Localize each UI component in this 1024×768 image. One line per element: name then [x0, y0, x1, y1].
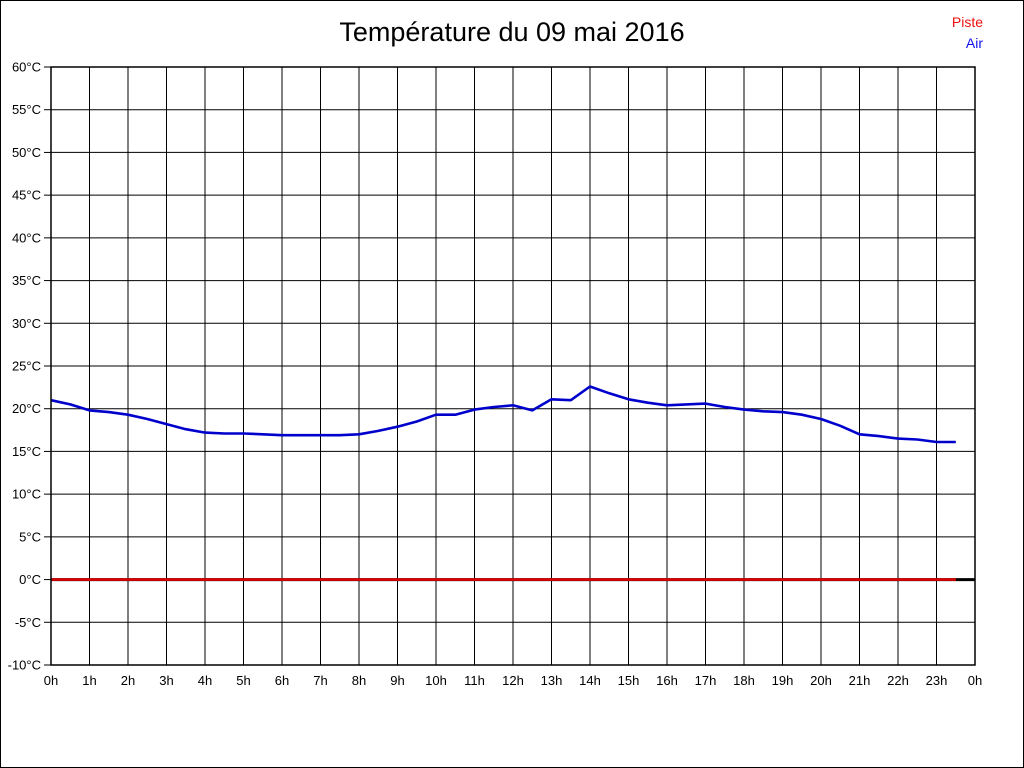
- svg-text:55°C: 55°C: [12, 102, 41, 117]
- svg-text:22h: 22h: [887, 673, 909, 688]
- svg-text:9h: 9h: [390, 673, 404, 688]
- svg-text:21h: 21h: [849, 673, 871, 688]
- svg-text:16h: 16h: [656, 673, 678, 688]
- svg-text:15h: 15h: [618, 673, 640, 688]
- svg-text:25°C: 25°C: [12, 359, 41, 374]
- svg-text:30°C: 30°C: [12, 316, 41, 331]
- svg-text:17h: 17h: [695, 673, 717, 688]
- svg-text:6h: 6h: [275, 673, 289, 688]
- svg-text:-5°C: -5°C: [15, 615, 41, 630]
- svg-text:-10°C: -10°C: [8, 658, 41, 673]
- svg-text:40°C: 40°C: [12, 230, 41, 245]
- svg-text:45°C: 45°C: [12, 188, 41, 203]
- svg-text:60°C: 60°C: [12, 60, 41, 75]
- svg-text:5°C: 5°C: [19, 529, 41, 544]
- svg-text:7h: 7h: [313, 673, 327, 688]
- svg-text:13h: 13h: [541, 673, 563, 688]
- svg-text:4h: 4h: [198, 673, 212, 688]
- svg-text:11h: 11h: [464, 673, 485, 688]
- chart-title: Température du 09 mai 2016: [339, 17, 685, 47]
- svg-text:0h: 0h: [44, 673, 58, 688]
- svg-text:35°C: 35°C: [12, 273, 41, 288]
- svg-text:18h: 18h: [733, 673, 755, 688]
- svg-text:10h: 10h: [425, 673, 447, 688]
- legend: Piste Air: [952, 12, 983, 54]
- svg-text:50°C: 50°C: [12, 145, 41, 160]
- svg-text:19h: 19h: [772, 673, 794, 688]
- legend-item-air: Air: [965, 35, 983, 51]
- svg-text:23h: 23h: [926, 673, 948, 688]
- svg-text:20°C: 20°C: [12, 401, 41, 416]
- svg-text:2h: 2h: [121, 673, 135, 688]
- svg-text:5h: 5h: [236, 673, 250, 688]
- svg-text:12h: 12h: [502, 673, 524, 688]
- svg-text:20h: 20h: [810, 673, 832, 688]
- svg-text:3h: 3h: [159, 673, 173, 688]
- svg-text:15°C: 15°C: [12, 444, 41, 459]
- svg-text:0°C: 0°C: [19, 572, 41, 587]
- svg-text:10°C: 10°C: [12, 487, 41, 502]
- svg-text:14h: 14h: [579, 673, 601, 688]
- svg-text:1h: 1h: [82, 673, 96, 688]
- svg-text:0h: 0h: [968, 673, 982, 688]
- svg-text:8h: 8h: [352, 673, 366, 688]
- legend-item-piste: Piste: [951, 14, 983, 30]
